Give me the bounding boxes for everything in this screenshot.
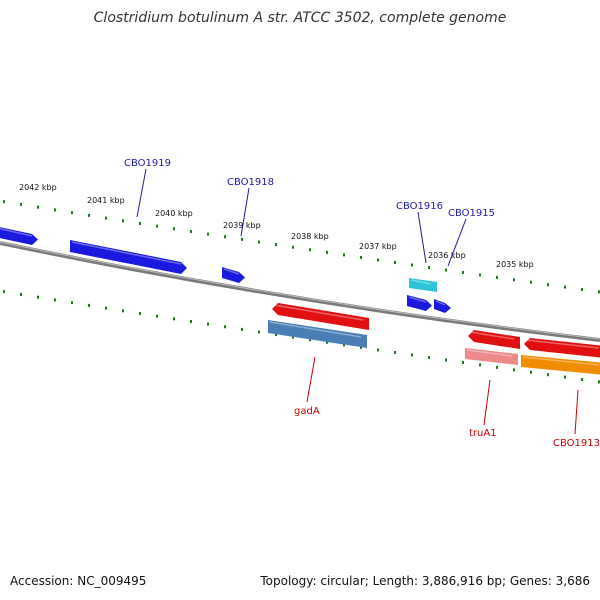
gene-cbo1915[interactable] — [434, 299, 451, 313]
ruler-label-2037: 2037 kbp — [359, 242, 397, 251]
gene-label-leaders — [136, 168, 579, 435]
ruler-label-2040: 2040 kbp — [155, 209, 193, 218]
gene-cbo1913[interactable] — [521, 355, 600, 375]
gene-trua1[interactable] — [468, 330, 520, 349]
gene-trua1-pink[interactable] — [465, 348, 518, 365]
gene-label-cbo1913[interactable]: CBO1913 — [553, 438, 600, 449]
gene-gada[interactable] — [268, 320, 367, 348]
ruler-label-2041: 2041 kbp — [87, 196, 125, 205]
gene-label-cbo1915[interactable]: CBO1915 — [448, 208, 495, 219]
leader-line — [240, 187, 250, 237]
ruler-label-2042: 2042 kbp — [19, 183, 57, 192]
ruler-label-2039: 2039 kbp — [223, 221, 261, 230]
genome-backbone-highlight — [0, 241, 600, 340]
leader-line — [136, 168, 147, 218]
gene-gada-red[interactable] — [272, 303, 369, 330]
accession-text: Accession: NC_009495 — [10, 574, 147, 588]
ruler-label-2038: 2038 kbp — [291, 232, 329, 241]
gene-label-cbo1919[interactable]: CBO1919 — [124, 158, 171, 169]
leader-line — [417, 211, 427, 264]
ruler-labels: 2042 kbp 2041 kbp 2040 kbp 2039 kbp 2038… — [19, 183, 534, 269]
genome-title: Clostridium botulinum A str. ATCC 3502, … — [93, 10, 507, 26]
genome-summary-text: Topology: circular; Length: 3,886,916 bp… — [260, 574, 590, 588]
outer-tick-ring — [3, 200, 600, 294]
leader-line — [574, 389, 579, 435]
gene-cbo1916-cyan[interactable] — [409, 278, 437, 292]
gene-features[interactable] — [0, 226, 600, 375]
gene-cbo1913-red[interactable] — [524, 338, 600, 358]
inner-tick-ring — [3, 290, 600, 384]
gene-cbo1918[interactable] — [222, 267, 245, 283]
gene-label-cbo1916[interactable]: CBO1916 — [396, 201, 443, 212]
gene-label-gada[interactable]: gadA — [294, 406, 320, 417]
leader-line — [483, 379, 491, 426]
gene-leftmost[interactable] — [0, 226, 38, 245]
gene-label-cbo1918[interactable]: CBO1918 — [227, 177, 274, 188]
gene-labels: CBO1919 CBO1918 CBO1916 CBO1915 gadA tru… — [124, 158, 600, 449]
ruler-label-2035: 2035 kbp — [496, 260, 534, 269]
gene-label-trua1[interactable]: truA1 — [469, 428, 497, 439]
gene-cbo1916[interactable] — [407, 295, 432, 311]
gene-cbo1919[interactable] — [70, 240, 187, 274]
genome-backbone — [0, 241, 600, 342]
leader-line — [447, 218, 467, 267]
leader-line — [306, 356, 316, 403]
ruler-label-2036: 2036 kbp — [428, 251, 466, 260]
